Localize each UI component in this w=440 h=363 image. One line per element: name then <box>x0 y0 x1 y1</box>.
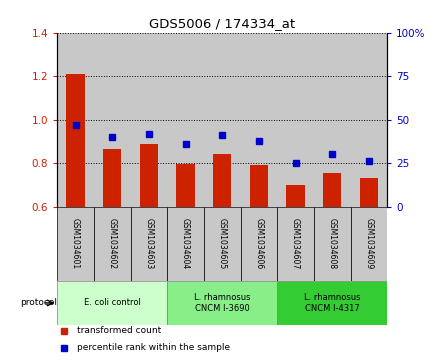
Bar <box>66 74 85 207</box>
Text: L. rhamnosus
CNCM I-4317: L. rhamnosus CNCM I-4317 <box>304 293 360 313</box>
Bar <box>360 178 378 207</box>
Title: GDS5006 / 174334_at: GDS5006 / 174334_at <box>149 17 295 30</box>
Bar <box>277 33 314 207</box>
Bar <box>94 207 131 281</box>
Text: GSM1034605: GSM1034605 <box>218 218 227 269</box>
Bar <box>213 154 231 207</box>
Bar <box>167 281 277 325</box>
Bar <box>176 164 194 207</box>
Text: GSM1034606: GSM1034606 <box>254 218 264 269</box>
Text: GSM1034602: GSM1034602 <box>108 218 117 269</box>
Text: GSM1034604: GSM1034604 <box>181 218 190 269</box>
Text: transformed count: transformed count <box>77 326 161 335</box>
Text: percentile rank within the sample: percentile rank within the sample <box>77 343 230 352</box>
Text: GSM1034603: GSM1034603 <box>144 218 154 269</box>
Bar <box>241 33 277 207</box>
Bar <box>241 207 277 281</box>
Bar <box>131 33 167 207</box>
Bar <box>167 33 204 207</box>
Bar <box>140 144 158 207</box>
Bar <box>351 33 387 207</box>
Bar <box>167 207 204 281</box>
Text: E. coli control: E. coli control <box>84 298 141 307</box>
Bar <box>286 185 305 207</box>
Bar <box>277 281 387 325</box>
Bar <box>57 281 167 325</box>
Text: L. rhamnosus
CNCM I-3690: L. rhamnosus CNCM I-3690 <box>194 293 250 313</box>
Bar <box>204 33 241 207</box>
Bar <box>250 165 268 207</box>
Bar <box>57 33 94 207</box>
Text: GSM1034609: GSM1034609 <box>364 218 374 269</box>
Text: GSM1034601: GSM1034601 <box>71 218 80 269</box>
Text: GSM1034608: GSM1034608 <box>328 218 337 269</box>
Bar <box>94 33 131 207</box>
Bar <box>131 207 167 281</box>
Bar <box>351 207 387 281</box>
Bar <box>314 207 351 281</box>
Text: GSM1034607: GSM1034607 <box>291 218 300 269</box>
Bar <box>323 173 341 207</box>
Bar <box>57 207 94 281</box>
Bar <box>204 207 241 281</box>
Bar <box>103 149 121 207</box>
Text: protocol: protocol <box>20 298 57 307</box>
Bar <box>314 33 351 207</box>
Bar <box>277 207 314 281</box>
